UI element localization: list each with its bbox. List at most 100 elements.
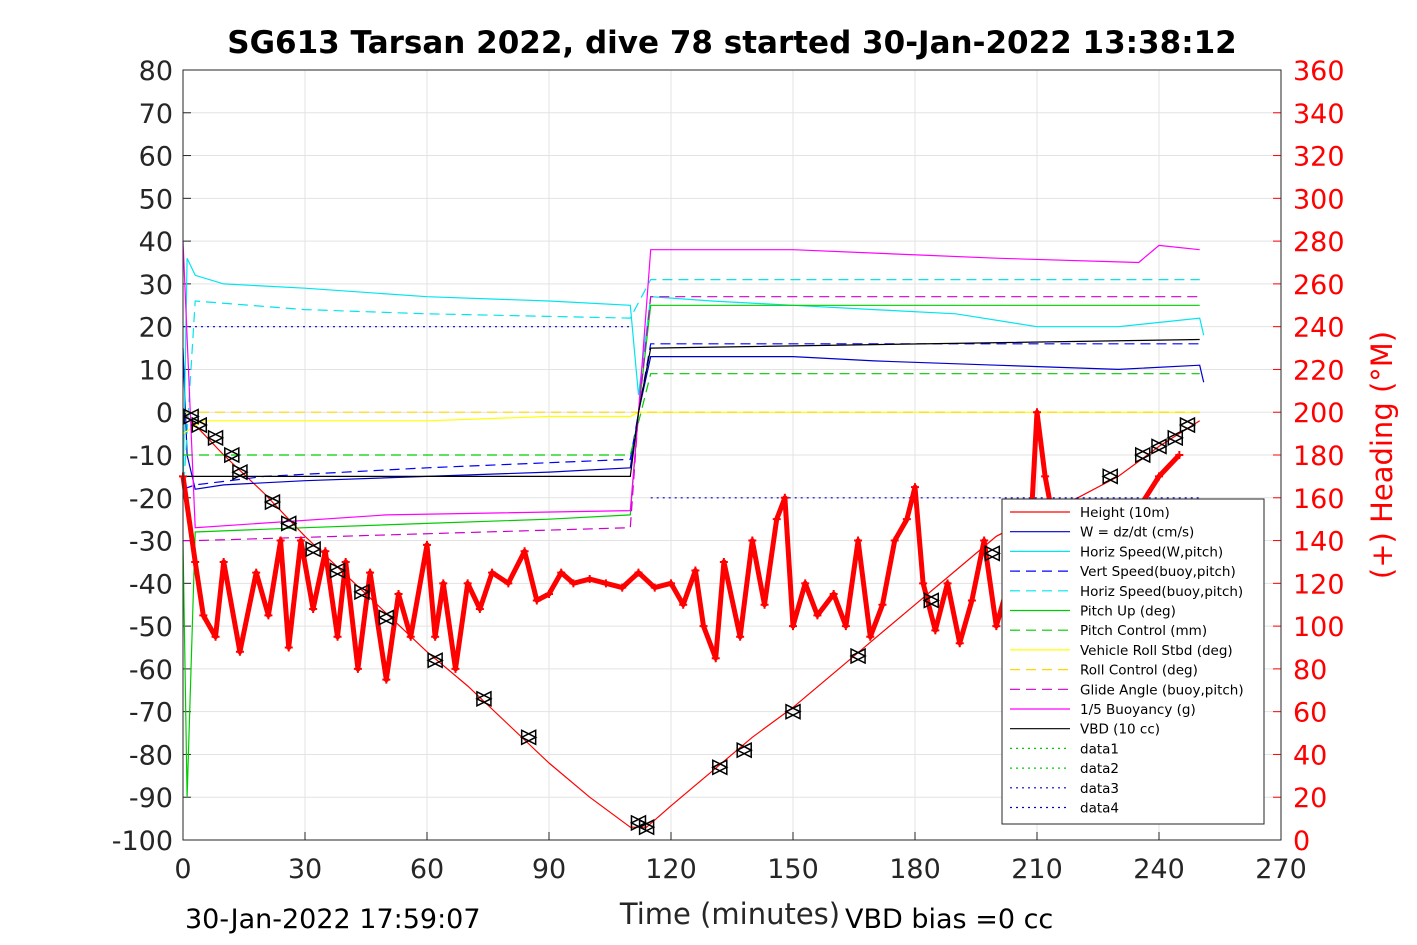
x-tick-label: 30 xyxy=(288,854,322,885)
heading-point xyxy=(699,622,708,631)
heading-point xyxy=(878,600,887,609)
series-line-4 xyxy=(182,279,1200,498)
heading-point xyxy=(431,632,440,641)
series-line-9 xyxy=(183,296,1200,542)
x-axis-label: Time (minutes) xyxy=(619,897,840,931)
y2-tick-label: 360 xyxy=(1293,56,1345,87)
heading-point xyxy=(532,596,541,605)
heading-point xyxy=(866,632,875,641)
heading-point xyxy=(955,639,964,648)
legend-entry: Roll Control (deg) xyxy=(1080,663,1198,679)
y2-tick-label: 80 xyxy=(1293,655,1327,686)
series-line-2 xyxy=(182,257,1205,498)
y-tick-label: -30 xyxy=(129,527,173,558)
heading-point xyxy=(760,600,769,609)
heading-point xyxy=(557,568,566,577)
heading-point xyxy=(475,605,484,613)
y-tick-label: -80 xyxy=(129,740,173,771)
y2-tick-label: 60 xyxy=(1293,698,1327,729)
heading-point xyxy=(488,568,497,577)
legend-entry: 1/5 Buoyancy (g) xyxy=(1080,702,1196,718)
heading-point xyxy=(667,579,675,588)
heading-point xyxy=(309,605,318,613)
heading-point xyxy=(634,568,643,577)
depth-marker-back xyxy=(304,540,321,558)
heading-point xyxy=(264,611,273,620)
heading-point xyxy=(191,557,200,566)
depth-marker-back xyxy=(190,416,208,434)
footer-timestamp: 30-Jan-2022 17:59:07 xyxy=(185,904,481,935)
depth-marker-back xyxy=(231,463,248,481)
heading-point xyxy=(711,654,720,663)
depth-marker-back xyxy=(426,652,443,669)
heading-point xyxy=(451,664,460,673)
y-tick-label: 70 xyxy=(139,99,173,130)
x-tick-label: 0 xyxy=(174,854,191,885)
heading-point xyxy=(199,611,208,620)
heading-point xyxy=(406,632,415,641)
y-tick-label: -10 xyxy=(129,441,173,472)
y2-tick-label: 200 xyxy=(1293,398,1345,429)
heading-point xyxy=(650,583,659,592)
heading-point xyxy=(341,557,350,566)
depth-marker-back xyxy=(519,729,537,746)
y2-tick-label: 40 xyxy=(1293,740,1327,771)
y2-tick-label: 340 xyxy=(1293,99,1345,130)
depth-marker-back xyxy=(1134,446,1151,464)
depth-marker-back xyxy=(328,562,346,579)
heading-point xyxy=(545,590,553,599)
plot-series xyxy=(179,241,1205,836)
depth-marker-back xyxy=(735,741,752,759)
depth-marker-back xyxy=(1150,438,1167,455)
heading-point xyxy=(780,493,789,502)
y2-tick-label: 100 xyxy=(1293,612,1345,643)
depth-marker-back xyxy=(711,759,728,776)
x-tick-label: 120 xyxy=(645,854,697,885)
heading-point xyxy=(1155,472,1163,481)
heading-point xyxy=(992,622,1001,631)
chart-title: SG613 Tarsan 2022, dive 78 started 30-Ja… xyxy=(227,25,1236,61)
depth-marker-back xyxy=(1166,429,1184,447)
series-line-3 xyxy=(182,343,1200,490)
y-tick-label: -40 xyxy=(129,569,173,600)
y-tick-label: 10 xyxy=(139,355,173,386)
heading-point xyxy=(520,547,529,556)
legend-entry: Glide Angle (buoy,pitch) xyxy=(1080,682,1244,698)
legend-entry: Vert Speed(buoy,pitch) xyxy=(1080,564,1236,580)
heading-point xyxy=(902,515,911,524)
depth-marker-back xyxy=(280,515,297,532)
depth-marker-back xyxy=(182,408,199,425)
legend-entry: data3 xyxy=(1080,781,1119,797)
depth-marker-back xyxy=(849,647,866,665)
depth-marker-back xyxy=(263,493,281,511)
heading-point xyxy=(601,579,610,588)
y2-tick-label: 320 xyxy=(1293,142,1345,173)
y2-tick-label: 280 xyxy=(1293,227,1345,258)
heading-point xyxy=(252,568,261,577)
y2-tick-label: 20 xyxy=(1293,783,1327,814)
heading-point xyxy=(463,579,472,588)
legend-entry: W = dz/dt (cm/s) xyxy=(1080,525,1194,541)
heading-point xyxy=(618,583,627,592)
y2-tick-label: 260 xyxy=(1293,270,1345,301)
legend-entry: data2 xyxy=(1080,761,1119,777)
heading-point xyxy=(211,632,220,641)
y-tick-label: 50 xyxy=(139,184,173,215)
depth-marker-back xyxy=(223,446,240,464)
plot-frame xyxy=(182,69,1282,841)
y-tick-label: 60 xyxy=(139,142,173,173)
heading-point xyxy=(854,536,863,545)
heading-point xyxy=(911,483,919,492)
heading-point xyxy=(919,579,928,588)
series-line-6 xyxy=(183,373,1200,456)
heading-point xyxy=(296,536,305,545)
heading-point xyxy=(423,540,431,549)
depth-marker-back xyxy=(475,690,492,708)
legend-entry: Pitch Up (deg) xyxy=(1080,604,1176,620)
y-tick-label: 30 xyxy=(139,270,173,301)
heading-point xyxy=(439,579,448,588)
depth-marker-back xyxy=(377,609,395,626)
y2-tick-label: 0 xyxy=(1293,826,1310,857)
heading-point xyxy=(736,632,745,641)
